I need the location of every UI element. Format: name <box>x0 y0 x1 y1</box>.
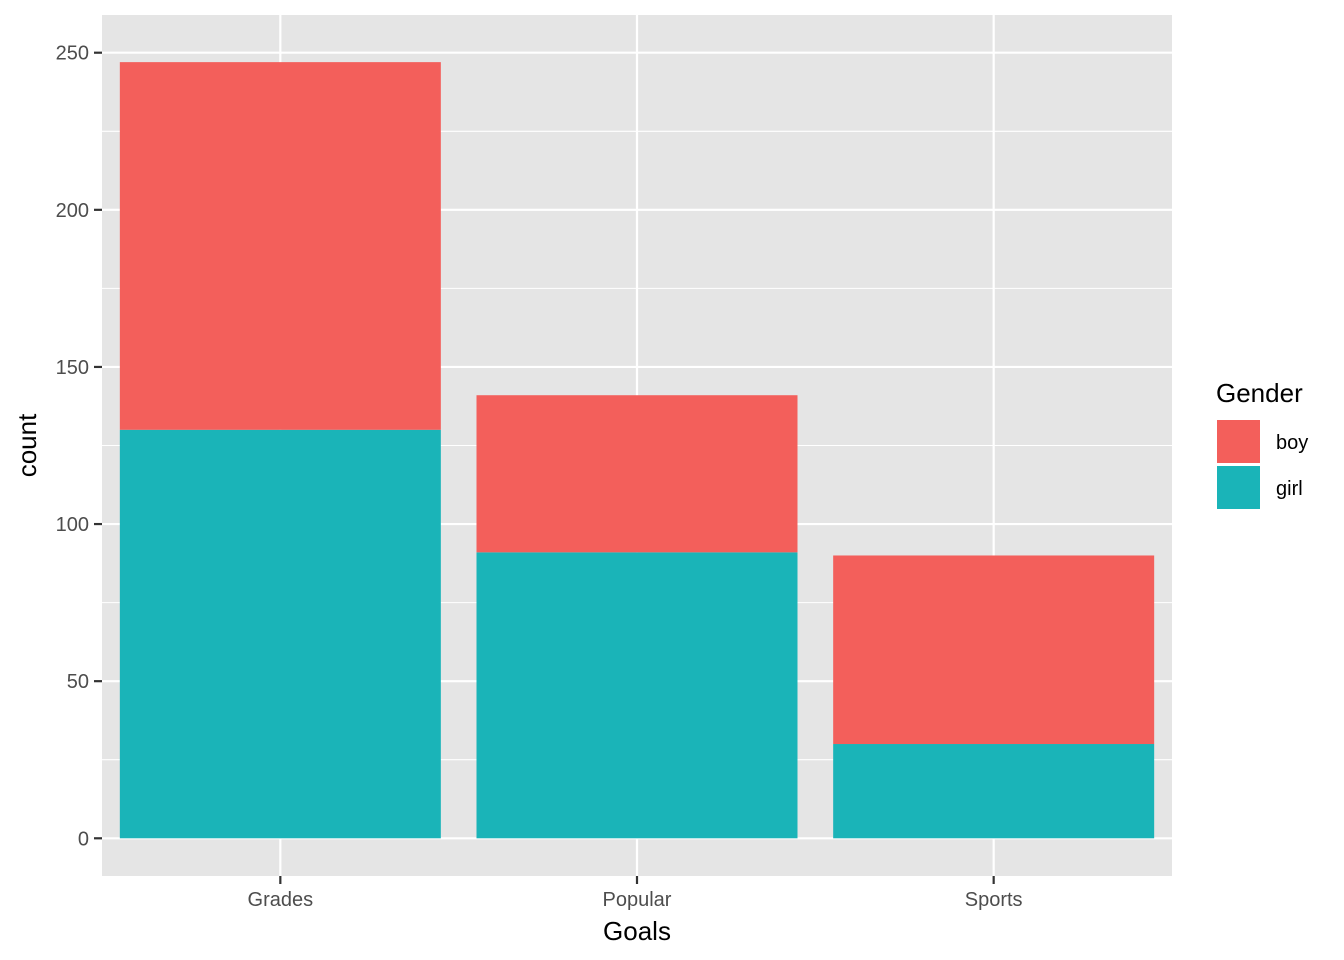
x-axis-title: Goals <box>603 916 671 946</box>
x-tick-label: Sports <box>965 889 1023 911</box>
y-tick-label: 50 <box>67 671 89 693</box>
legend-title: Gender <box>1216 378 1303 408</box>
y-axis: 0 50 100 150 200 250 <box>56 43 102 850</box>
y-tick-label: 200 <box>56 200 89 222</box>
bars <box>119 62 1155 839</box>
y-tick-label: 250 <box>56 43 89 65</box>
bar-girl-grades <box>119 429 441 839</box>
bar-girl-sports <box>833 744 1155 839</box>
y-tick-label: 0 <box>78 828 89 850</box>
legend: Gender boy girl <box>1216 378 1308 509</box>
x-tick-label: Popular <box>603 889 672 911</box>
y-tick-label: 100 <box>56 514 89 536</box>
legend-key-girl <box>1217 466 1260 509</box>
bar-boy-sports <box>833 555 1155 745</box>
y-tick-label: 150 <box>56 357 89 379</box>
bar-boy-grades <box>119 62 441 430</box>
legend-label-boy: boy <box>1276 432 1308 454</box>
legend-label-girl: girl <box>1276 478 1303 500</box>
bar-girl-popular <box>476 552 798 839</box>
legend-key-boy <box>1217 420 1260 463</box>
bar-boy-popular <box>476 395 798 553</box>
y-axis-title: count <box>12 413 42 477</box>
x-tick-label: Grades <box>248 889 314 911</box>
x-axis: Grades Popular Sports <box>248 876 1023 911</box>
